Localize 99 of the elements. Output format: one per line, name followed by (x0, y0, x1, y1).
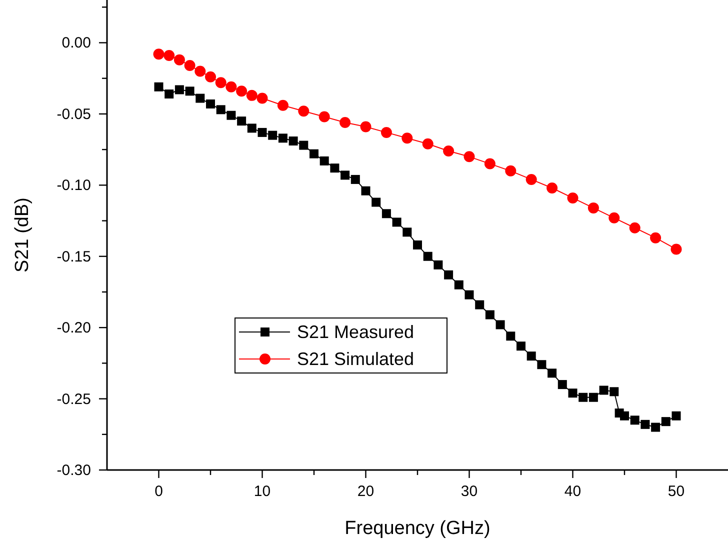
point (256, 92, 268, 104)
point (154, 82, 164, 92)
y-tick-label: -0.25 (56, 390, 91, 408)
point (464, 290, 474, 300)
point (558, 380, 567, 390)
point (620, 411, 629, 420)
point (505, 165, 516, 176)
point (454, 280, 464, 290)
point (174, 85, 184, 94)
point (247, 124, 256, 133)
point (226, 110, 236, 120)
point (298, 106, 310, 117)
y-tick-label: 0.00 (62, 34, 91, 52)
point (484, 158, 496, 170)
point (650, 232, 662, 244)
point (194, 66, 206, 77)
point (630, 416, 640, 425)
point (174, 54, 185, 66)
point (485, 310, 494, 320)
point (548, 368, 557, 378)
point (258, 128, 267, 137)
point (330, 164, 340, 173)
point (278, 134, 288, 143)
point (380, 126, 392, 138)
point (205, 71, 216, 82)
point (185, 86, 194, 96)
point (651, 422, 660, 432)
point (422, 138, 434, 150)
point (246, 90, 258, 101)
x-tick-label: 20 (357, 483, 374, 500)
point (475, 300, 484, 310)
x-tick-label: 10 (254, 483, 271, 500)
point (506, 332, 516, 341)
point (464, 151, 475, 162)
point (288, 136, 298, 146)
point (413, 240, 422, 250)
point (392, 218, 402, 227)
point (226, 81, 237, 92)
point (588, 392, 598, 402)
point (546, 182, 558, 194)
point (661, 417, 670, 426)
point (402, 132, 413, 144)
point (588, 202, 599, 214)
point (599, 386, 608, 395)
point (340, 116, 351, 128)
point (320, 156, 329, 166)
point (670, 244, 682, 255)
x-tick-label: 50 (668, 483, 685, 500)
point (310, 149, 318, 158)
point (268, 130, 278, 140)
y-tick-label: -0.30 (56, 462, 91, 479)
point (608, 212, 620, 224)
point (434, 260, 443, 270)
point (537, 360, 546, 370)
point (318, 111, 330, 122)
point (640, 420, 650, 429)
point (340, 170, 350, 180)
point (672, 411, 681, 420)
legend-label: S21 Simulated (297, 349, 414, 369)
legend-label: S21 Measured (297, 322, 414, 342)
point (164, 50, 175, 62)
point (526, 352, 536, 361)
point (299, 140, 308, 150)
point (153, 48, 164, 60)
y-tick-label: -0.05 (56, 106, 91, 123)
point (216, 105, 226, 114)
point (496, 320, 505, 330)
point (164, 90, 174, 98)
point (196, 94, 205, 103)
point (516, 342, 526, 351)
y-tick-label: -0.15 (56, 248, 91, 266)
point (350, 174, 360, 184)
x-tick-label: 0 (154, 483, 163, 500)
y-tick-label: -0.10 (56, 177, 91, 194)
point (206, 99, 215, 108)
point (567, 192, 578, 204)
point (526, 174, 537, 185)
point (444, 270, 454, 280)
point (629, 222, 640, 234)
point (610, 387, 619, 396)
point (443, 145, 454, 156)
point (382, 209, 391, 218)
point (360, 121, 372, 132)
point (277, 100, 288, 111)
y-tick-label: -0.20 (56, 320, 91, 337)
point (578, 392, 588, 402)
point (372, 198, 381, 207)
point (402, 228, 412, 237)
x-axis-title: Frequency (GHz) (344, 518, 490, 539)
point (423, 252, 432, 261)
point (361, 186, 370, 196)
x-tick-label: 30 (460, 483, 478, 500)
point (568, 388, 578, 398)
point (236, 86, 248, 97)
point (184, 60, 196, 72)
y-axis-title: S21 (dB) (12, 198, 33, 272)
point (215, 77, 226, 88)
x-tick-label: 40 (564, 483, 582, 500)
point (237, 116, 246, 126)
